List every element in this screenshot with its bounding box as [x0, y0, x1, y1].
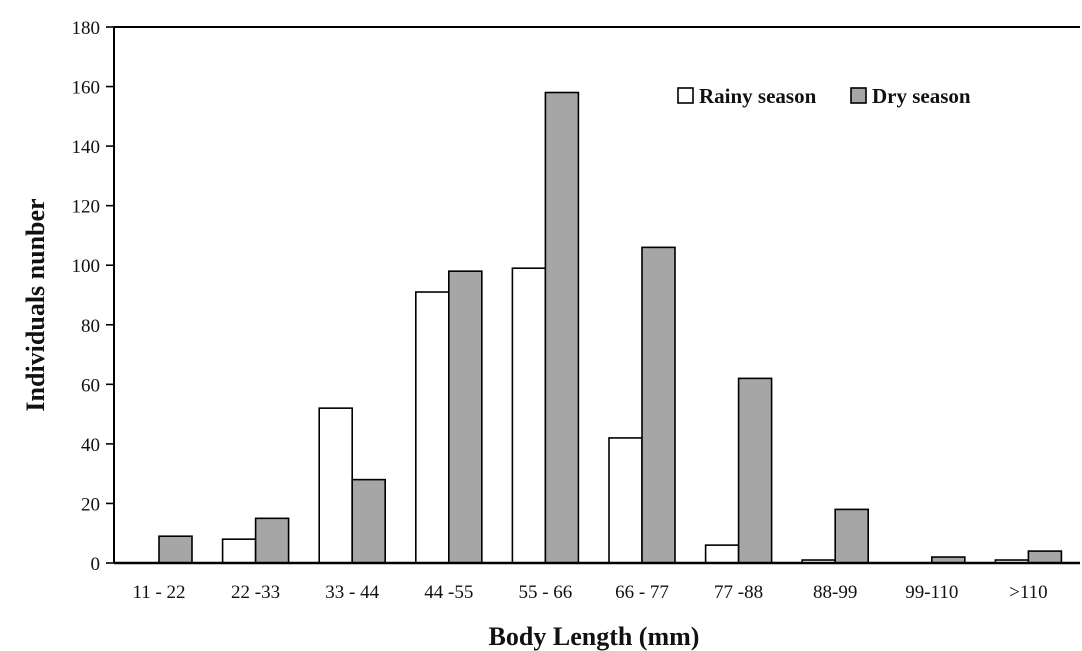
bar-dry-season [447, 270, 483, 564]
y-axis-ticks: 0 20 40 60 80 100 120 140 160 180 [72, 18, 114, 575]
bar-dry-season [158, 535, 193, 564]
y-tick-label: 80 [81, 316, 100, 337]
x-tick-label: >110 [1009, 582, 1048, 603]
bar-dry-season [834, 508, 870, 564]
bar-dry-season [641, 246, 676, 564]
y-tick-label: 100 [72, 256, 101, 277]
bar-dry-season [737, 377, 773, 564]
x-tick-label: 22 -33 [231, 582, 280, 603]
bar-dry-season [1027, 550, 1063, 564]
bar-rainy-season [704, 544, 740, 564]
x-axis-title: Body Length (mm) [489, 622, 700, 651]
y-tick-label: 140 [72, 137, 101, 158]
x-tick-label: 88-99 [813, 582, 857, 603]
y-tick-label: 0 [91, 554, 101, 575]
x-tick-label: 66 - 77 [615, 582, 669, 603]
y-tick-label: 120 [72, 197, 101, 218]
bar-rainy-season [608, 437, 643, 564]
axes [113, 26, 1080, 565]
bar-rainy-season [221, 538, 257, 564]
y-tick-label: 20 [81, 494, 100, 515]
bar-rainy-season [414, 291, 450, 564]
x-tick-label: 55 - 66 [518, 582, 572, 603]
x-tick-label: 44 -55 [424, 582, 473, 603]
x-axis-ticks: 11 - 22 22 -33 33 - 44 44 -55 55 - 66 66 - 77… [132, 582, 1047, 603]
x-tick-label: 77 -88 [714, 582, 763, 603]
bar-dry-season [351, 478, 387, 564]
bars [158, 91, 1063, 564]
y-axis-title: Individuals nunber [21, 198, 50, 411]
y-tick-label: 40 [81, 435, 100, 456]
legend-swatch-rainy [677, 87, 694, 104]
legend-swatch-dry [850, 87, 867, 104]
x-tick-label: 33 - 44 [325, 582, 379, 603]
x-tick-label: 99-110 [905, 582, 958, 603]
y-tick-label: 160 [72, 78, 101, 99]
legend-label-dry: Dry season [872, 84, 971, 108]
legend-label-rainy: Rainy season [699, 84, 817, 108]
bar-dry-season [254, 517, 290, 564]
legend: Rainy season Dry season [677, 84, 971, 108]
y-tick-label: 180 [72, 18, 101, 39]
bar-rainy-season [511, 267, 547, 564]
bar-rainy-season [318, 407, 354, 564]
y-tick-label: 60 [81, 375, 100, 396]
x-tick-label: 11 - 22 [132, 582, 185, 603]
bar-dry-season [544, 91, 580, 564]
